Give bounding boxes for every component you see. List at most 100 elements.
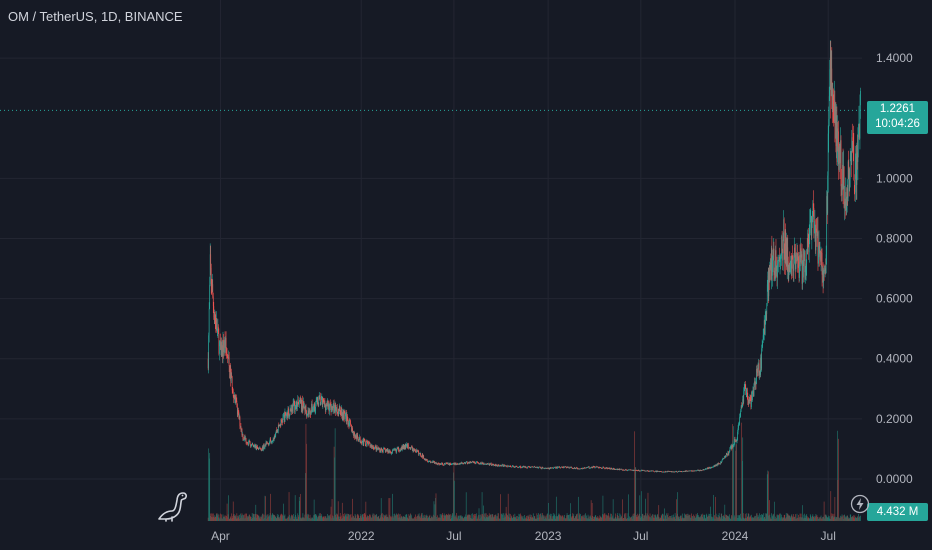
volume-bar (766, 513, 768, 521)
volume-bar (498, 518, 500, 521)
candle-body (393, 449, 394, 451)
candle-body (610, 468, 612, 469)
volume-bar (393, 517, 394, 521)
tradingview-dino-icon[interactable] (156, 490, 190, 522)
candle-body (797, 256, 799, 261)
candle-body (224, 339, 226, 348)
volume-bar (471, 513, 473, 521)
volume-bar (336, 513, 338, 521)
volume-bar (270, 517, 272, 521)
candle-body (696, 470, 697, 472)
volume-bar (359, 516, 361, 521)
candle-body (817, 231, 819, 264)
candle-body (368, 441, 369, 446)
candle-body (821, 252, 822, 254)
volume-bar (634, 431, 636, 521)
candle-body (440, 463, 441, 465)
volume-bar (551, 518, 553, 521)
candle-body (545, 468, 546, 469)
volume-bar (461, 516, 462, 521)
candle-body (498, 464, 499, 466)
volume-bar (364, 514, 366, 521)
candle-body (376, 446, 378, 450)
volume-bar (791, 514, 793, 521)
volume-bar (807, 517, 809, 521)
candle-body (715, 465, 716, 466)
candle-body (689, 470, 690, 472)
volume-bar (401, 516, 403, 521)
volume-bar (211, 517, 213, 521)
volume-bar (838, 517, 840, 521)
volume-bar (556, 516, 558, 521)
candle-body (726, 454, 728, 456)
candle-body (604, 468, 605, 469)
candle-body (815, 224, 816, 251)
candle-body (664, 471, 666, 473)
candle-body (258, 447, 260, 449)
volume-bar (351, 517, 352, 521)
volume-bar (695, 513, 697, 521)
volume-bar (828, 515, 830, 521)
candle-body (476, 461, 478, 463)
candle-body (264, 447, 265, 449)
candle-body (359, 436, 361, 443)
volume-bar (301, 517, 303, 521)
candle-body (512, 465, 514, 467)
volume-bar (590, 516, 591, 521)
volume-bar (587, 518, 588, 521)
candle-body (258, 447, 260, 449)
candle-body (544, 468, 545, 469)
candle-body (543, 467, 544, 469)
volume-bar (806, 514, 808, 521)
volume-bar (337, 514, 339, 521)
volume-bar (764, 513, 766, 521)
volume-bar (332, 515, 333, 521)
candle-body (391, 452, 393, 453)
volume-bar (422, 515, 424, 521)
volume-bar (210, 513, 212, 521)
candle-body (848, 168, 850, 180)
volume-bar (394, 513, 395, 521)
candle-body (672, 471, 673, 473)
volume-bar (239, 514, 240, 521)
volume-bar (372, 513, 374, 521)
candle-body (843, 166, 844, 189)
candle-body (315, 401, 317, 404)
volume-bar (520, 513, 521, 521)
volume-bar (606, 514, 607, 521)
volume-bar (611, 517, 613, 521)
volume-bar (265, 496, 266, 521)
volume-bar (275, 517, 277, 521)
candle-body (356, 435, 357, 440)
candle-body (753, 383, 755, 397)
candle-body (643, 470, 644, 471)
candle-body (764, 315, 766, 334)
volume-bar (225, 516, 227, 521)
candle-body (671, 471, 672, 473)
lightning-icon[interactable] (850, 494, 870, 514)
volume-bar (727, 515, 729, 521)
candle-body (552, 468, 554, 469)
candle-body (339, 406, 341, 411)
candle-body (749, 399, 750, 402)
volume-bar (305, 473, 306, 521)
volume-bar (645, 498, 646, 521)
volume-bar (233, 514, 235, 521)
candle-body (250, 444, 251, 448)
candle-body (634, 470, 636, 471)
volume-bar (389, 514, 390, 521)
candle-body (433, 461, 435, 463)
volume-bar (359, 518, 361, 521)
candle-body (645, 470, 646, 472)
candle-body (744, 384, 746, 389)
candle-body (828, 96, 830, 120)
volume-bar (517, 518, 519, 521)
time-axis: Apr 2022 Jul 2023 Jul 2024 Jul (211, 529, 836, 543)
volume-bar (689, 515, 690, 521)
chart-grid (0, 0, 862, 521)
candle-body (466, 461, 468, 463)
volume-bar (427, 516, 429, 521)
volume-bar (345, 514, 347, 521)
candle-body (217, 326, 219, 331)
